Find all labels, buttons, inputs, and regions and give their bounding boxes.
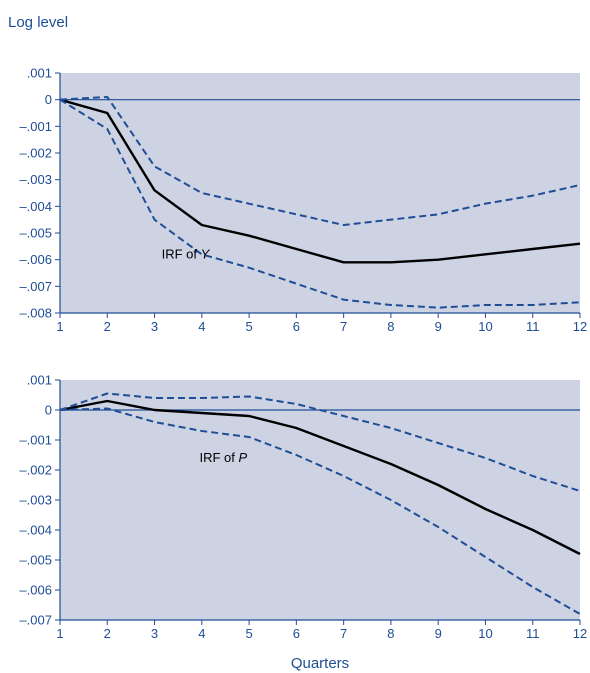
irf-y-y-tick-label: –.006 — [19, 252, 52, 267]
irf-p-x-tick-label: 8 — [387, 626, 394, 641]
irf-p-y-tick-label: –.005 — [19, 553, 52, 568]
irf-y-y-tick-label: –.004 — [19, 199, 52, 214]
irf-y-x-tick-label: 2 — [104, 319, 111, 334]
irf-y-y-tick-label: –.002 — [19, 146, 52, 161]
irf-p-x-tick-label: 5 — [245, 626, 252, 641]
irf-y-y-tick-label: .001 — [27, 66, 52, 81]
irf-y-annotation: IRF of Y — [162, 246, 211, 261]
irf-p-y-tick-label: –.007 — [19, 613, 52, 628]
irf-p-annotation: IRF of P — [199, 450, 247, 465]
irf-p-y-tick-label: –.006 — [19, 583, 52, 598]
irf-p-y-tick-label: –.004 — [19, 523, 52, 538]
irf-y-y-tick-label: –.007 — [19, 279, 52, 294]
irf-p-y-tick-label: –.002 — [19, 463, 52, 478]
irf-y-y-tick-label: –.003 — [19, 172, 52, 187]
irf-y-x-tick-label: 8 — [387, 319, 394, 334]
irf-y-x-tick-label: 6 — [293, 319, 300, 334]
irf-p-x-tick-label: 9 — [435, 626, 442, 641]
irf-p-x-tick-label: 1 — [56, 626, 63, 641]
irf-y-x-tick-label: 7 — [340, 319, 347, 334]
irf-p-estimate-line — [59, 399, 581, 556]
irf-y-plot-area — [60, 73, 580, 313]
irf-y-x-tick-label: 10 — [478, 319, 492, 334]
irf-p-x-tick-label: 11 — [526, 626, 540, 641]
irf-y-x-tick-label: 11 — [526, 319, 540, 334]
irf-p-x-tick-label: 3 — [151, 626, 158, 641]
irf-y-x-tick-label: 5 — [245, 319, 252, 334]
irf-y-y-tick-label: –.001 — [19, 119, 52, 134]
irf-y-x-tick-label: 9 — [435, 319, 442, 334]
irf-p-y-tick-label: –.001 — [19, 433, 52, 448]
irf-p-y-tick-label: .001 — [27, 373, 52, 388]
irf-p-x-tick-label: 7 — [340, 626, 347, 641]
irf-p-plot-area — [60, 380, 580, 620]
irf-p-x-tick-label: 10 — [478, 626, 492, 641]
irf-p-x-tick-label: 4 — [198, 626, 205, 641]
irf-y-estimate-line — [59, 98, 581, 264]
chart-panel-irf-p: .001 0 –.001 –.002 –.003 –.004 –.005 –.006 –.007… — [19, 373, 587, 642]
irf-y-x-tick-label: 1 — [56, 319, 63, 334]
y-axis-title: Log level — [8, 14, 68, 31]
irf-p-y-tick-label: 0 — [45, 403, 52, 418]
irf-y-y-tick-label: –.008 — [19, 306, 52, 321]
chart-panel-irf-y: .001 0 –.001 –.002 –.003 –.004 –.005 –.006 –.007… — [19, 66, 587, 335]
irf-p-y-tick-label: –.003 — [19, 493, 52, 508]
irf-p-x-tick-label: 6 — [293, 626, 300, 641]
irf-y-x-tick-label: 4 — [198, 319, 205, 334]
irf-p-confidence-band-line — [59, 407, 581, 615]
irf-p-x-tick-label: 2 — [104, 626, 111, 641]
irf-y-y-tick-label: 0 — [45, 92, 52, 107]
irf-p-confidence-band-line — [59, 392, 581, 492]
irf-y-y-tick-label: –.005 — [19, 226, 52, 241]
irf-p-x-tick-label: 12 — [573, 626, 587, 641]
x-axis-title: Quarters — [291, 655, 349, 672]
irf-y-x-tick-label: 12 — [573, 319, 587, 334]
irf-y-x-tick-label: 3 — [151, 319, 158, 334]
